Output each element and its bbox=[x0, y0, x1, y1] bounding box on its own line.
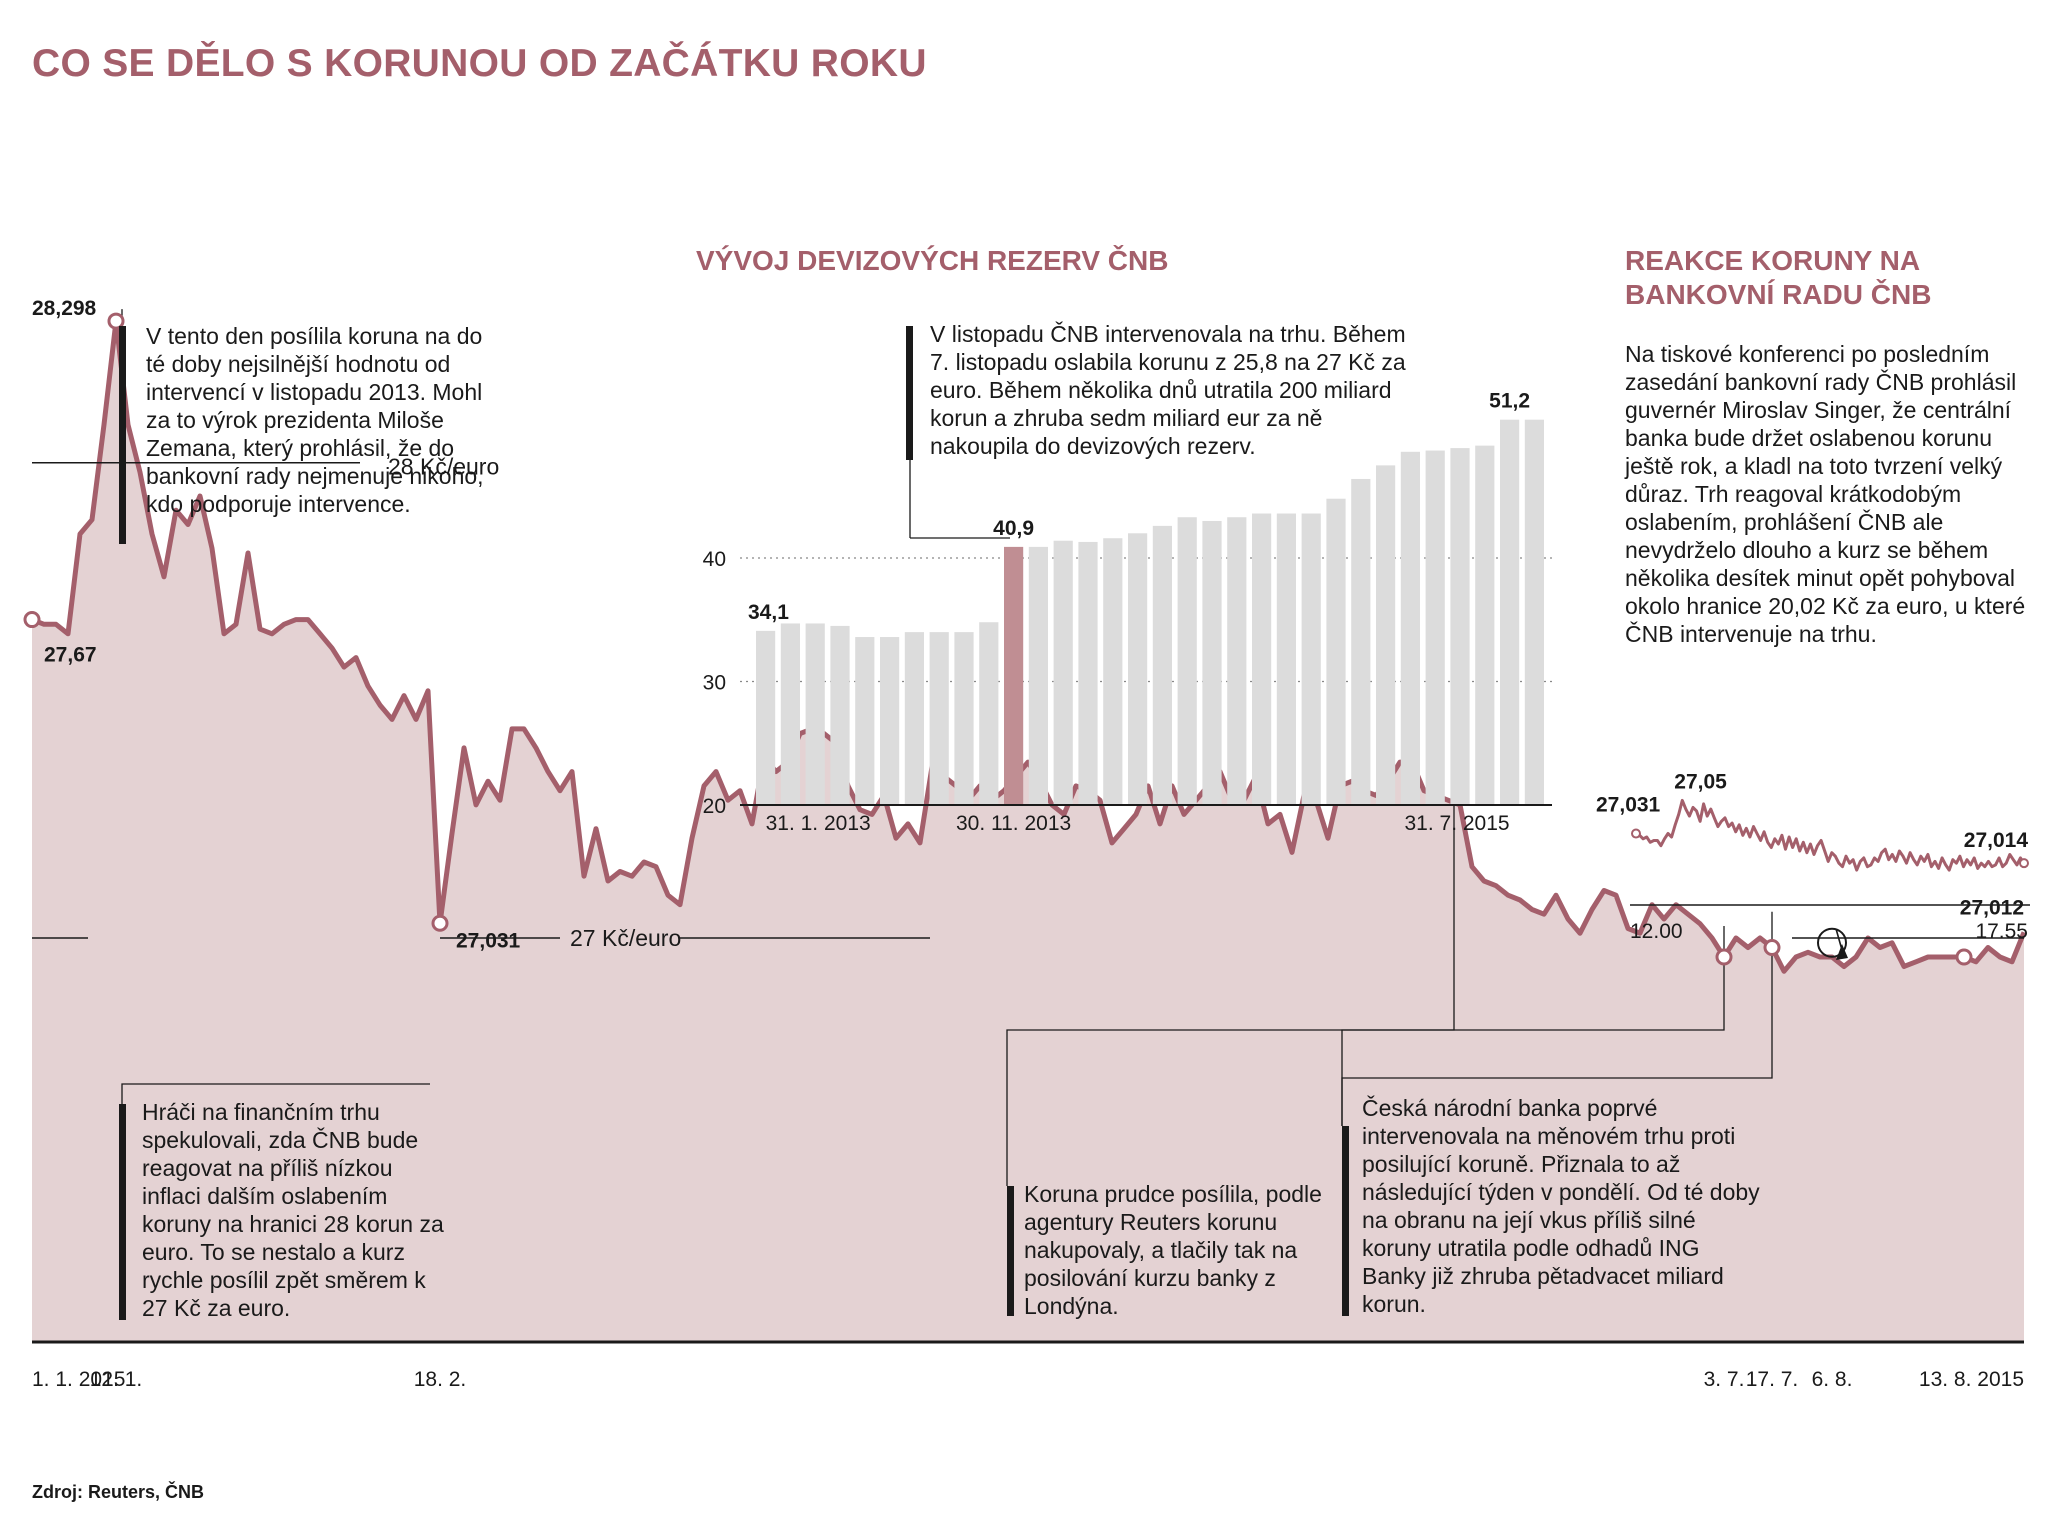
reserves-value-label: 51,2 bbox=[1489, 390, 1530, 413]
reserves-bar bbox=[1004, 546, 1024, 805]
page-title: CO SE DĚLO S KORUNOU OD ZAČÁTKU ROKU bbox=[32, 42, 927, 85]
reserves-bar bbox=[1053, 540, 1073, 805]
x-tick-label: 1. 1. 2015 bbox=[32, 1368, 125, 1391]
cnb-first-note-bar bbox=[1342, 1126, 1349, 1316]
speculators-note: Hráči na finančním trhu spekulovali, zda… bbox=[142, 1098, 444, 1322]
cnb-first-leader-2 bbox=[1341, 926, 1725, 1078]
reaction-label-peak: 27,05 bbox=[1674, 770, 1727, 793]
reserves-bar bbox=[1028, 546, 1048, 805]
reserves-value-label: 40,9 bbox=[993, 517, 1034, 540]
highlight-point bbox=[1955, 948, 1973, 966]
reserves-x-tick: 30. 11. 2013 bbox=[956, 812, 1071, 835]
point-label-low: 27,031 bbox=[456, 929, 521, 952]
reserves-bar bbox=[780, 623, 800, 805]
cnb-first-note: Česká národní banka poprvé intervenovala… bbox=[1362, 1094, 1762, 1318]
reaction-start-point bbox=[1631, 828, 1641, 839]
source-note: Zdroj: Reuters, ČNB bbox=[32, 1482, 205, 1502]
x-tick-label: 6. 8. bbox=[1812, 1368, 1853, 1391]
reaction-marker bbox=[1817, 927, 1847, 958]
london-leader bbox=[1006, 796, 1455, 1186]
reserves-bar bbox=[1500, 419, 1520, 805]
x-tick-label: 12. 1. bbox=[90, 1368, 143, 1391]
reaction-x-end: 17.55 bbox=[1975, 920, 2028, 943]
reserves-value-label: 34,1 bbox=[748, 601, 789, 624]
ref-label-27: 27 Kč/euro bbox=[570, 925, 681, 951]
point-label-peak: 28,298 bbox=[32, 297, 97, 320]
reserves-bar bbox=[1425, 450, 1445, 805]
speculators-leader bbox=[121, 1083, 430, 1104]
rate-area bbox=[32, 321, 2024, 1343]
reserves-bar bbox=[756, 630, 776, 805]
reserves-bar bbox=[1475, 445, 1495, 805]
x-tick-label: 13. 8. 2015 bbox=[1919, 1368, 2024, 1391]
highlight-point bbox=[107, 312, 125, 330]
rate-line bbox=[31, 318, 2027, 974]
highlight-point bbox=[23, 611, 41, 629]
reserves-x-tick: 31. 1. 2013 bbox=[766, 812, 871, 835]
reserves-y-tick: 30 bbox=[703, 672, 726, 695]
reaction-line bbox=[1635, 798, 2026, 872]
reserves-bar bbox=[1326, 498, 1346, 805]
reserves-bar bbox=[1376, 465, 1396, 805]
reserves-bar bbox=[1078, 541, 1098, 805]
reaction-end-point bbox=[2019, 858, 2029, 869]
reaction-arrow-line bbox=[1835, 928, 1843, 951]
highlight-point bbox=[1715, 948, 1733, 966]
london-note-bar bbox=[1007, 1186, 1014, 1316]
reserves-bar bbox=[1301, 513, 1321, 805]
reserves-bar bbox=[1177, 517, 1197, 805]
point-label-end: 27,012 bbox=[1960, 896, 2024, 919]
ref-label-27-bg bbox=[560, 918, 680, 954]
reserves-bar bbox=[880, 637, 900, 805]
reserves-bar bbox=[805, 623, 825, 805]
x-tick-label: 18. 2. bbox=[414, 1368, 467, 1391]
reaction-chart-title: REAKCE KORUNY NA BANKOVNÍ RADU ČNB bbox=[1625, 245, 1932, 310]
x-tick-label: 3. 7. bbox=[1704, 1368, 1745, 1391]
london-note: Koruna prudce posílila, podle agentury R… bbox=[1024, 1180, 1324, 1320]
reserves-bar bbox=[1252, 513, 1272, 805]
reserves-bar bbox=[1227, 517, 1247, 805]
reserves-note-bar bbox=[906, 326, 913, 460]
reserves-chart-title: VÝVOJ DEVIZOVÝCH REZERV ČNB bbox=[696, 245, 1169, 276]
speculators-note-bar bbox=[119, 1104, 126, 1320]
point-label-start: 27,67 bbox=[44, 644, 97, 667]
zeman-note-bar bbox=[119, 326, 126, 544]
reaction-label-end: 27,014 bbox=[1964, 829, 2029, 852]
reserves-bar bbox=[1103, 538, 1123, 805]
highlight-point bbox=[1763, 939, 1781, 957]
x-tick-label: 17. 7. bbox=[1746, 1368, 1799, 1391]
highlight-point bbox=[431, 914, 449, 932]
reserves-bar bbox=[1276, 513, 1296, 805]
reserves-y-tick: 20 bbox=[703, 795, 726, 818]
reserves-bar bbox=[954, 632, 974, 805]
reserves-bar bbox=[929, 632, 949, 805]
reserves-note: V listopadu ČNB intervenovala na trhu. B… bbox=[930, 321, 1406, 459]
reserves-bar bbox=[1202, 520, 1222, 805]
reserves-bar bbox=[1450, 448, 1470, 805]
reaction-label-start: 27,031 bbox=[1596, 794, 1661, 817]
reaction-x-start: 12.00 bbox=[1630, 920, 1683, 943]
reserves-bar bbox=[1128, 533, 1148, 805]
ref-label-28: 28 Kč/euro bbox=[388, 454, 499, 480]
reserves-bar bbox=[855, 637, 875, 805]
reserves-bar bbox=[830, 625, 850, 805]
reserves-bar bbox=[1152, 525, 1172, 805]
reserves-bar bbox=[1400, 451, 1420, 805]
reserves-x-tick: 31. 7. 2015 bbox=[1405, 812, 1510, 835]
reserves-bar bbox=[1524, 419, 1544, 805]
reserves-bar bbox=[979, 622, 999, 805]
reserves-bar bbox=[1351, 478, 1371, 805]
reserves-bar bbox=[904, 632, 924, 805]
reaction-note: Na tiskové konferenci po posledním zased… bbox=[1625, 341, 2026, 647]
reserves-y-tick: 40 bbox=[703, 548, 726, 571]
zeman-note: V tento den posílila koruna na do té dob… bbox=[146, 323, 484, 517]
